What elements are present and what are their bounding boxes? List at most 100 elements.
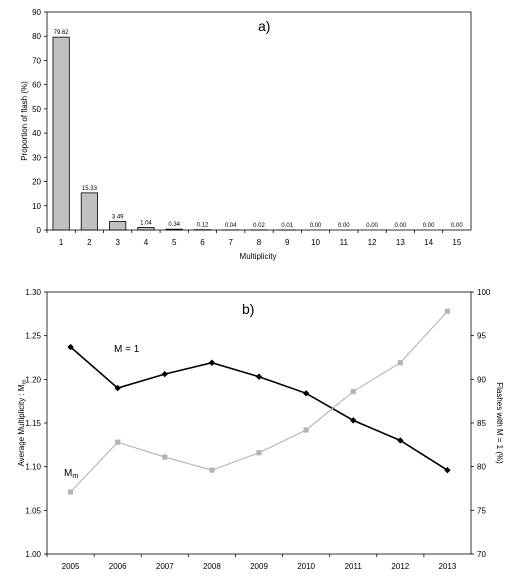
y2-tick-label: 100 xyxy=(477,288,491,297)
x-tick-label: 2 xyxy=(87,238,92,247)
x-tick-label: 13 xyxy=(396,238,405,247)
y2-tick-label: 75 xyxy=(477,506,486,515)
y-tick-label: 1.00 xyxy=(25,550,41,559)
series-mm-point xyxy=(303,427,309,433)
value-label: 79.62 xyxy=(54,30,70,36)
value-label: 0.00 xyxy=(366,223,378,229)
x-tick-label: 3 xyxy=(115,238,120,247)
y2-tick-label: 70 xyxy=(477,550,486,559)
series-m1-point xyxy=(67,343,74,351)
x-tick-label: 15 xyxy=(452,238,461,247)
x-axis-label: Multiplicity xyxy=(240,252,277,261)
x-axis: 2005 2006 2007 2008 2009 2010 2011 2012 2013 xyxy=(46,554,457,571)
y-tick-label: 1.30 xyxy=(25,288,41,297)
value-label: 0.00 xyxy=(310,223,322,229)
x-tick-label: 10 xyxy=(311,238,320,247)
x-tick-label: 1 xyxy=(59,238,64,247)
series-m1-point xyxy=(161,370,168,378)
series-mm-point xyxy=(162,454,168,460)
series-mm-point xyxy=(256,450,262,456)
x-tick-label: 2010 xyxy=(297,562,315,571)
series-m1-point xyxy=(397,437,404,444)
value-label: 0.00 xyxy=(451,223,463,229)
bar xyxy=(52,36,70,231)
value-label: 3.49 xyxy=(112,215,124,221)
y-tick-label: 1.10 xyxy=(25,463,41,472)
y-axis-label-subscript: m xyxy=(22,379,28,384)
right-y-axis: 70 75 80 85 90 95 100 xyxy=(471,288,491,559)
x-axis: 1 2 3 4 5 6 7 8 9 10 11 12 13 14 15 xyxy=(46,230,462,247)
x-tick-label: 7 xyxy=(229,238,234,247)
bar-chart-panel: a) 0 10 20 30 40 50 60 70 80 90 79.62 15.33 3.49 1.0… xyxy=(20,8,472,261)
value-labels: 79.62 15.33 3.49 1.04 0.34 0.12 0.04 0.02 0.01 0.… xyxy=(54,30,464,229)
y-tick-label: 1.05 xyxy=(25,506,41,515)
y-tick-label: 40 xyxy=(32,129,41,138)
y-tick-label: 50 xyxy=(32,105,41,114)
bar xyxy=(109,221,127,231)
y-tick-label: 90 xyxy=(32,8,41,17)
panel-b-title: b) xyxy=(242,301,254,317)
value-label: 0.12 xyxy=(197,223,209,229)
bars xyxy=(52,36,296,231)
y2-axis-label: Flashes with M = 1 (%) xyxy=(495,382,504,464)
y-axis-label-text: Average Multiplicity : M xyxy=(17,384,26,466)
x-tick-label: 6 xyxy=(200,238,205,247)
y-tick-label: 1.15 xyxy=(25,419,41,428)
series-lines xyxy=(67,308,451,495)
y-tick-label: 60 xyxy=(32,81,41,90)
value-label: 0.02 xyxy=(253,223,265,229)
x-tick-label: 2013 xyxy=(439,562,457,571)
y-tick-label: 30 xyxy=(32,153,41,162)
y-tick-label: 20 xyxy=(32,178,41,187)
x-tick-label: 2008 xyxy=(203,562,221,571)
x-tick-label: 11 xyxy=(340,238,349,247)
y2-tick-label: 80 xyxy=(477,463,486,472)
x-tick-label: 14 xyxy=(424,238,433,247)
value-label: 0.34 xyxy=(168,222,180,228)
line-chart-panel: b) 1.00 1.05 1.10 1.15 1.20 1.25 1.30 70 75 80 85… xyxy=(17,288,504,571)
y2-tick-label: 85 xyxy=(477,419,486,428)
panel-a-title: a) xyxy=(258,18,270,34)
series-mm-point xyxy=(397,360,403,366)
series-m1-point xyxy=(444,466,451,474)
x-tick-label: 12 xyxy=(368,238,377,247)
x-tick-label: 5 xyxy=(172,238,177,247)
series-mm-point xyxy=(115,439,121,445)
y-tick-label: 70 xyxy=(32,56,41,65)
plot-area-border xyxy=(46,291,472,555)
y-tick-label: 10 xyxy=(32,202,41,211)
series-mm-point xyxy=(444,308,451,314)
bar xyxy=(137,227,155,231)
series-mm-point xyxy=(209,467,215,473)
series-mm-point xyxy=(67,489,74,495)
y-tick-label: 80 xyxy=(32,32,41,41)
y2-tick-label: 90 xyxy=(477,375,486,384)
y-tick-label: 0 xyxy=(37,226,42,235)
y-tick-label: 1.20 xyxy=(25,375,41,384)
x-tick-label: 4 xyxy=(144,238,149,247)
y-axis: 0 10 20 30 40 50 60 70 80 90 xyxy=(32,8,47,235)
series-m1-point xyxy=(255,373,263,380)
series-m1-point xyxy=(350,417,357,424)
series-label-mm-text: M xyxy=(64,468,72,479)
y-axis-label: Proportion of flash (%) xyxy=(20,81,29,161)
plot-area-border xyxy=(46,11,472,231)
x-tick-label: 2011 xyxy=(345,562,363,571)
x-tick-label: 2005 xyxy=(62,562,80,571)
series-m1-point xyxy=(208,359,216,366)
series-m1-point xyxy=(302,390,310,397)
series-label-m1: M = 1 xyxy=(114,344,140,355)
x-tick-label: 2006 xyxy=(109,562,127,571)
x-tick-label: 2009 xyxy=(250,562,268,571)
value-label: 0.00 xyxy=(338,223,350,229)
left-y-axis: 1.00 1.05 1.10 1.15 1.20 1.25 1.30 xyxy=(25,288,47,559)
y-axis-label: Average Multiplicity : Mm xyxy=(17,379,28,466)
value-label: 0.00 xyxy=(394,223,406,229)
x-tick-label: 8 xyxy=(257,238,262,247)
x-tick-label: 2007 xyxy=(156,562,174,571)
series-label-mm: Mm xyxy=(64,468,78,480)
value-label: 1.04 xyxy=(140,220,152,226)
y2-tick-label: 95 xyxy=(477,332,486,341)
value-label: 15.33 xyxy=(82,186,98,192)
